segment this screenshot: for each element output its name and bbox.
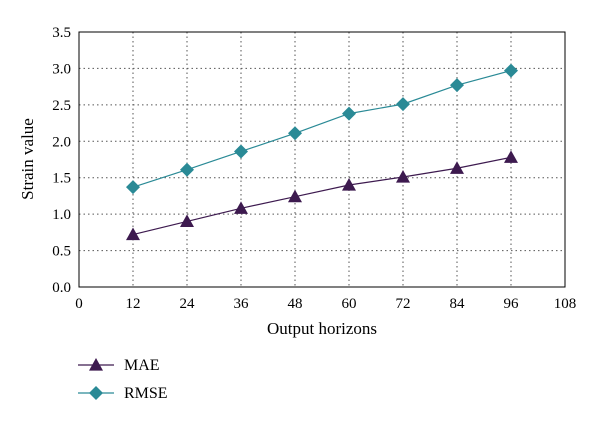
y-tick-label: 0.5 <box>52 244 71 260</box>
mae-point <box>288 189 302 203</box>
x-tick-label: 12 <box>126 296 141 312</box>
y-axis-title: Strain value <box>18 118 37 200</box>
mae-series <box>126 150 518 241</box>
y-tick-label: 0.0 <box>52 280 71 296</box>
grid <box>79 32 565 287</box>
plot-frame <box>78 31 566 288</box>
y-tick-label: 1.0 <box>52 207 71 223</box>
mae-point <box>396 169 410 183</box>
x-tick-label: 24 <box>180 296 196 312</box>
x-tick-label: 72 <box>396 296 411 312</box>
x-tick-label: 84 <box>450 296 466 312</box>
mae-point <box>450 161 464 174</box>
tick-labels: 0 12 24 36 48 60 72 84 96 108 0.0 0.5 1.0 1.5 2.0 2.5 3.… <box>52 25 576 312</box>
legend-label: MAE <box>124 357 160 374</box>
x-tick-label: 60 <box>342 296 357 312</box>
y-tick-label: 3.0 <box>52 61 71 77</box>
series-layer <box>126 63 518 241</box>
mae-point <box>234 201 248 214</box>
mae-line <box>132 156 512 236</box>
y-tick-label: 3.5 <box>52 25 71 41</box>
y-tick-label: 1.5 <box>52 171 71 187</box>
y-tick-label: 2.5 <box>52 98 71 114</box>
legend-item-mae: MAE <box>78 357 160 374</box>
rmse-point <box>504 63 518 78</box>
legend-marker-diamond-icon <box>89 386 103 400</box>
rmse-point <box>126 180 140 195</box>
x-tick-label: 108 <box>554 296 577 312</box>
rmse-series <box>126 63 518 195</box>
legend: MAE RMSE <box>78 357 168 402</box>
legend-marker-triangle-icon <box>89 358 103 371</box>
rmse-point <box>180 162 194 177</box>
mae-point <box>180 214 194 228</box>
x-tick-label: 0 <box>75 296 83 312</box>
legend-item-rmse: RMSE <box>78 385 168 402</box>
y-tick-label: 2.0 <box>52 134 71 150</box>
rmse-point <box>450 78 464 93</box>
rmse-point <box>396 97 410 112</box>
rmse-point <box>342 106 356 121</box>
x-tick-label: 36 <box>234 296 250 312</box>
x-tick-label: 96 <box>504 296 520 312</box>
legend-label: RMSE <box>124 385 168 402</box>
x-tick-label: 48 <box>288 296 303 312</box>
rmse-line <box>132 70 512 188</box>
rmse-point <box>234 144 248 159</box>
rmse-point <box>288 126 302 141</box>
mae-point <box>126 227 140 241</box>
mae-point <box>342 178 356 191</box>
x-axis-title: Output horizons <box>267 319 377 338</box>
mae-point <box>504 150 518 163</box>
